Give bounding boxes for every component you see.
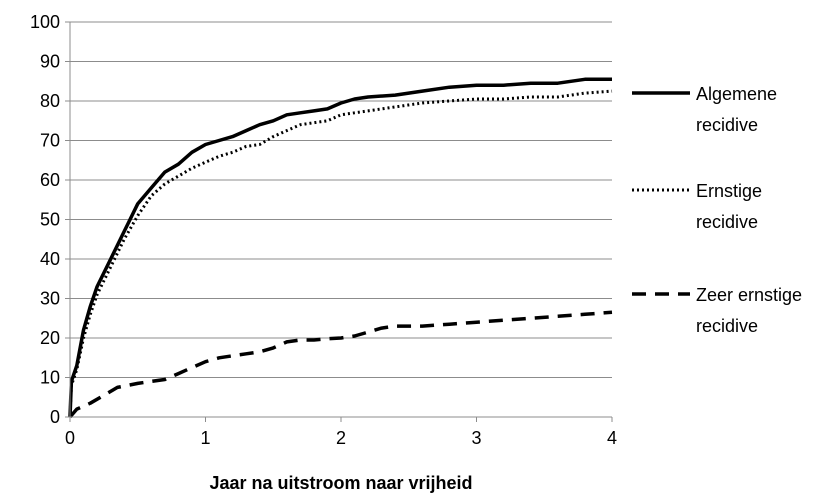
- legend-label-3: recidive: [696, 316, 758, 336]
- gridlines: [70, 21, 612, 378]
- y-tick-label: 30: [40, 289, 60, 309]
- y-tick-label: 20: [40, 328, 60, 348]
- x-tick-label: 4: [607, 428, 617, 448]
- legend-label-1: recidive: [696, 115, 758, 135]
- y-tick-label: 100: [30, 12, 60, 32]
- y-tick-label: 40: [40, 249, 60, 269]
- x-axis-ticks: 0 1 2 3 4: [65, 428, 617, 448]
- series-line-2: [68, 89, 613, 418]
- series-line-1: [68, 77, 612, 418]
- y-tick-label: 10: [40, 368, 60, 388]
- series-line-3: [68, 310, 613, 419]
- legend-label-3: Zeer ernstige: [696, 285, 802, 305]
- y-tick-label: 0: [50, 407, 60, 427]
- legend-label-2: Ernstige: [696, 181, 762, 201]
- y-tick-label: 60: [40, 170, 60, 190]
- x-axis-title: Jaar na uitstroom naar vrijheid: [209, 473, 472, 493]
- y-tick-label: 70: [40, 131, 60, 151]
- legend: Algemene recidive Ernstige recidive Zeer ern…: [632, 84, 802, 336]
- x-tick-label: 3: [471, 428, 481, 448]
- axes: [65, 21, 613, 422]
- x-tick-label: 2: [336, 428, 346, 448]
- y-tick-label: 80: [40, 91, 60, 111]
- legend-label-1: Algemene: [696, 84, 777, 104]
- y-axis-ticks: 0 10 20 30 40 50 60 70 80 90 100: [30, 12, 60, 427]
- x-tick-label: 1: [200, 428, 210, 448]
- y-tick-label: 50: [40, 210, 60, 230]
- legend-label-2: recidive: [696, 212, 758, 232]
- y-tick-label: 90: [40, 52, 60, 72]
- x-tick-label: 0: [65, 428, 75, 448]
- series-layer: [68, 77, 613, 419]
